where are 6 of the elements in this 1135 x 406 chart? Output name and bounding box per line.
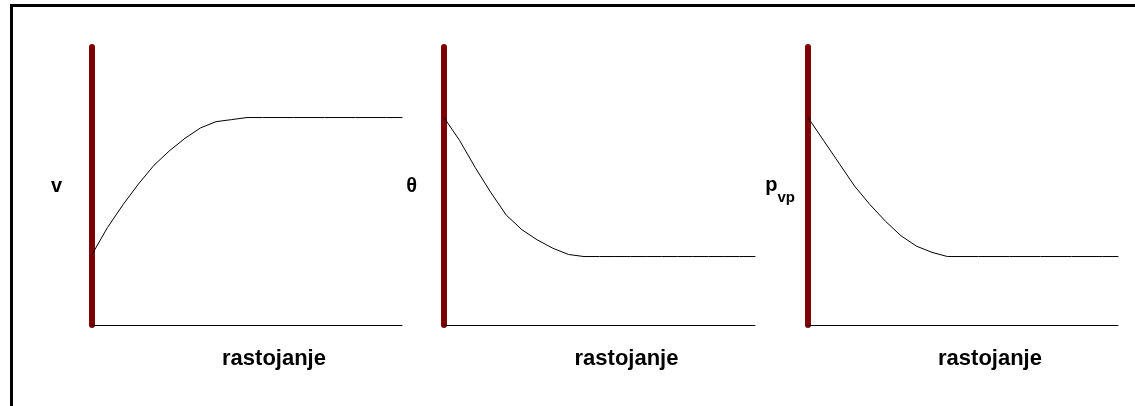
x-axis-title: rastojanje bbox=[938, 344, 1042, 370]
y-axis-title: p$_{vp}$ bbox=[765, 172, 795, 205]
x-axis-title: rastojanje bbox=[574, 344, 679, 370]
y-axis-title: v bbox=[50, 174, 62, 196]
x-axis-title: rastojanje bbox=[222, 344, 326, 370]
y-axis-title: θ bbox=[406, 174, 417, 196]
